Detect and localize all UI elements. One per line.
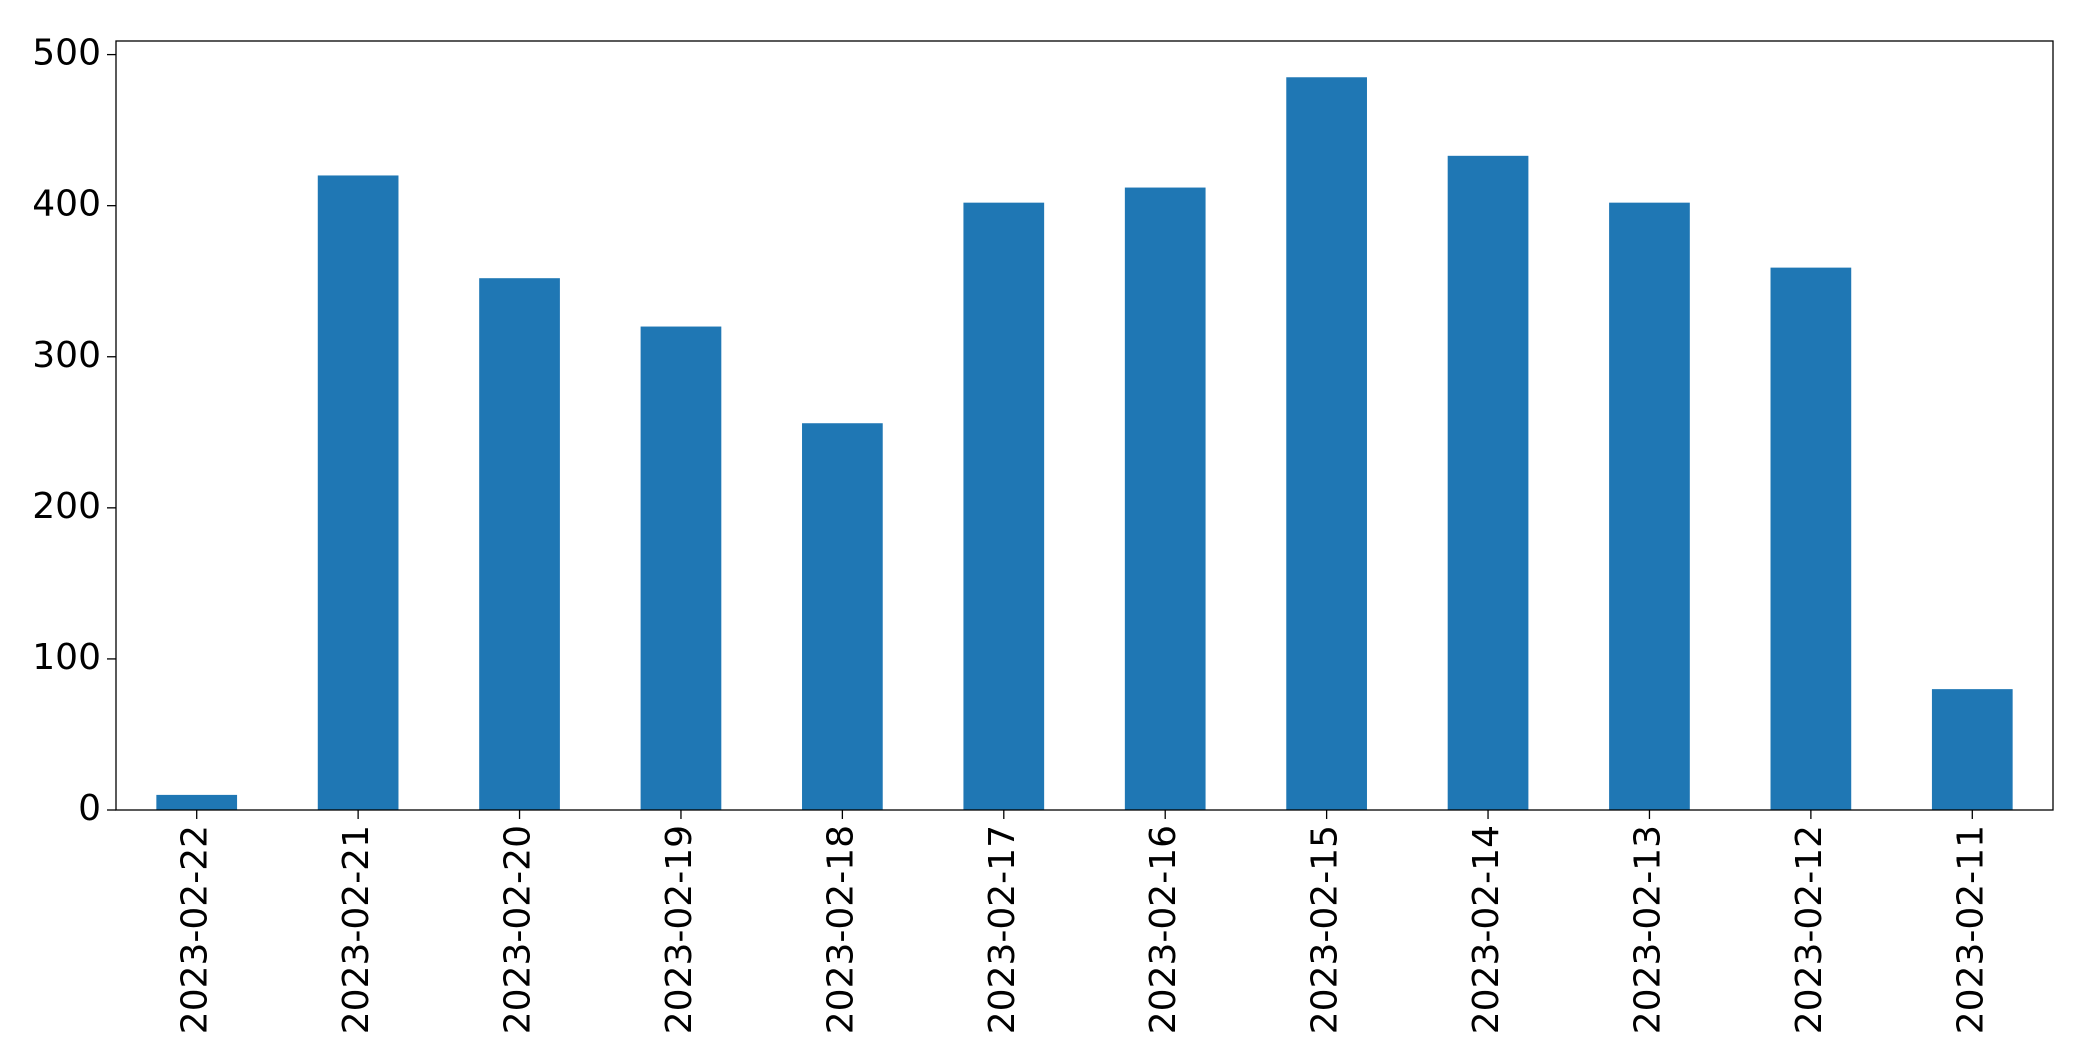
bar xyxy=(156,794,238,810)
y-tick-label: 300 xyxy=(32,335,101,376)
bar xyxy=(317,175,399,811)
y-tick-label: 500 xyxy=(32,33,101,74)
bar xyxy=(963,202,1045,810)
bar xyxy=(802,423,883,810)
x-tick-label: 2023-02-11 xyxy=(1950,825,1991,1034)
x-tick-label: 2023-02-12 xyxy=(1789,825,1830,1034)
x-tick-label: 2023-02-22 xyxy=(175,825,216,1034)
y-tick-label: 400 xyxy=(32,184,101,225)
bar xyxy=(1609,202,1690,810)
x-tick-label: 2023-02-16 xyxy=(1143,825,1184,1034)
x-tick-label: 2023-02-13 xyxy=(1627,825,1668,1034)
plot-frame xyxy=(115,40,2054,811)
bar xyxy=(1124,187,1206,811)
x-tick-label: 2023-02-19 xyxy=(659,825,700,1034)
bar xyxy=(1770,267,1852,810)
x-tick-label: 2023-02-20 xyxy=(498,825,539,1034)
x-tick-label: 2023-02-17 xyxy=(982,825,1023,1034)
y-tick-label: 0 xyxy=(78,788,101,829)
bar xyxy=(1286,77,1367,810)
bar xyxy=(1931,689,2013,810)
x-tick-label: 2023-02-14 xyxy=(1466,825,1507,1034)
y-tick-label: 200 xyxy=(32,486,101,527)
y-tick-label: 100 xyxy=(32,637,101,678)
x-tick-label: 2023-02-21 xyxy=(336,825,377,1034)
bar xyxy=(640,326,722,810)
x-tick-label: 2023-02-15 xyxy=(1305,825,1346,1034)
bar xyxy=(479,278,560,810)
bar xyxy=(1447,155,1529,810)
x-tick-label: 2023-02-18 xyxy=(820,825,861,1034)
